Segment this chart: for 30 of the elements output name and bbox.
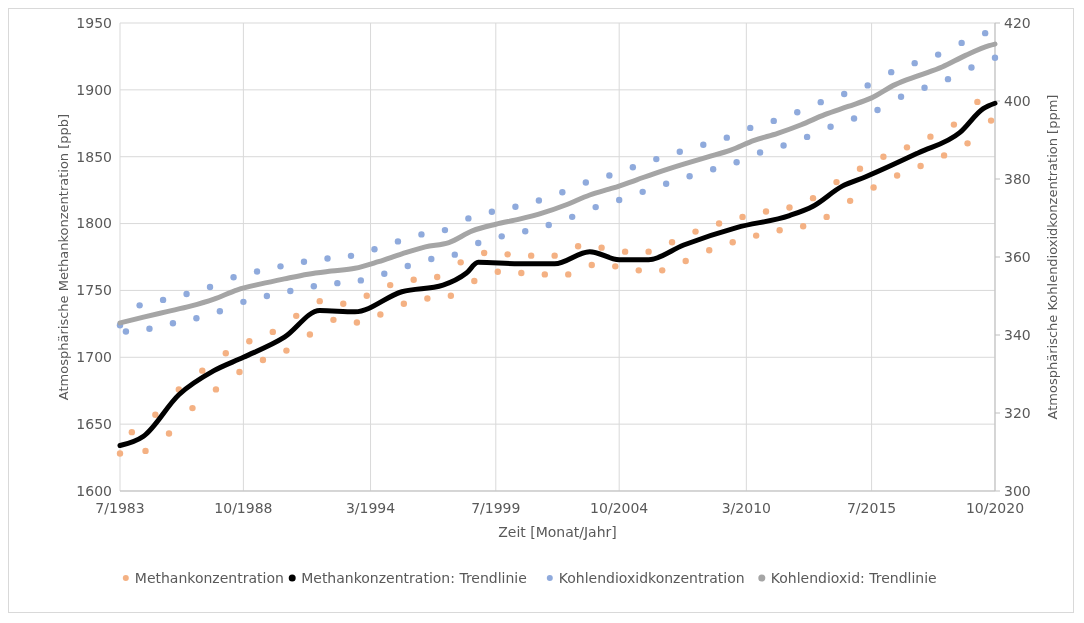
y2-tick-label: 400 [1004, 92, 1031, 109]
y-tick-label: 1750 [76, 282, 112, 299]
y2-tick-label: 420 [1004, 14, 1031, 31]
y2-tick-label: 360 [1004, 248, 1031, 265]
y2-tick-label: 380 [1004, 170, 1031, 187]
y-tick-label: 1900 [76, 81, 112, 98]
y-tick-label: 1950 [76, 14, 112, 31]
legend-label: Kohlendioxid: Trendlinie [770, 570, 937, 586]
y2-tick-label: 340 [1004, 326, 1031, 343]
y-axis-title: Atmosphärische Methankonzentration [ppb] [56, 113, 71, 401]
y-tick-label: 1800 [76, 215, 112, 232]
x-tick-label: 10/1988 [214, 500, 273, 516]
x-tick-label: 3/1994 [345, 500, 396, 516]
x-tick-label: 10/2004 [590, 500, 649, 516]
y-tick-label: 1700 [76, 349, 112, 366]
y-tick-label: 1650 [76, 416, 112, 433]
y2-tick-label: 320 [1004, 404, 1031, 421]
legend-label: Methankonzentration [134, 570, 284, 586]
x-tick-label: 10/2020 [965, 500, 1025, 516]
legend-label: Methankonzentration: Trendlinie [301, 570, 527, 586]
x-tick-label: 7/1999 [471, 500, 521, 516]
y2-axis-title: Atmosphärische Kohlendioxidkonzentration [ppm] [1045, 94, 1060, 420]
legend-label: Kohlendioxidkonzentration [558, 570, 745, 586]
x-tick-label: 7/2015 [846, 500, 897, 516]
y2-tick-label: 300 [1004, 482, 1031, 499]
y-tick-label: 1850 [76, 148, 112, 165]
x-tick-label: 3/2010 [721, 500, 771, 516]
y-tick-label: 1600 [76, 482, 112, 499]
x-tick-label: 7/1983 [95, 500, 145, 516]
x-axis-title: Zeit [Monat/Jahr] [498, 524, 617, 540]
